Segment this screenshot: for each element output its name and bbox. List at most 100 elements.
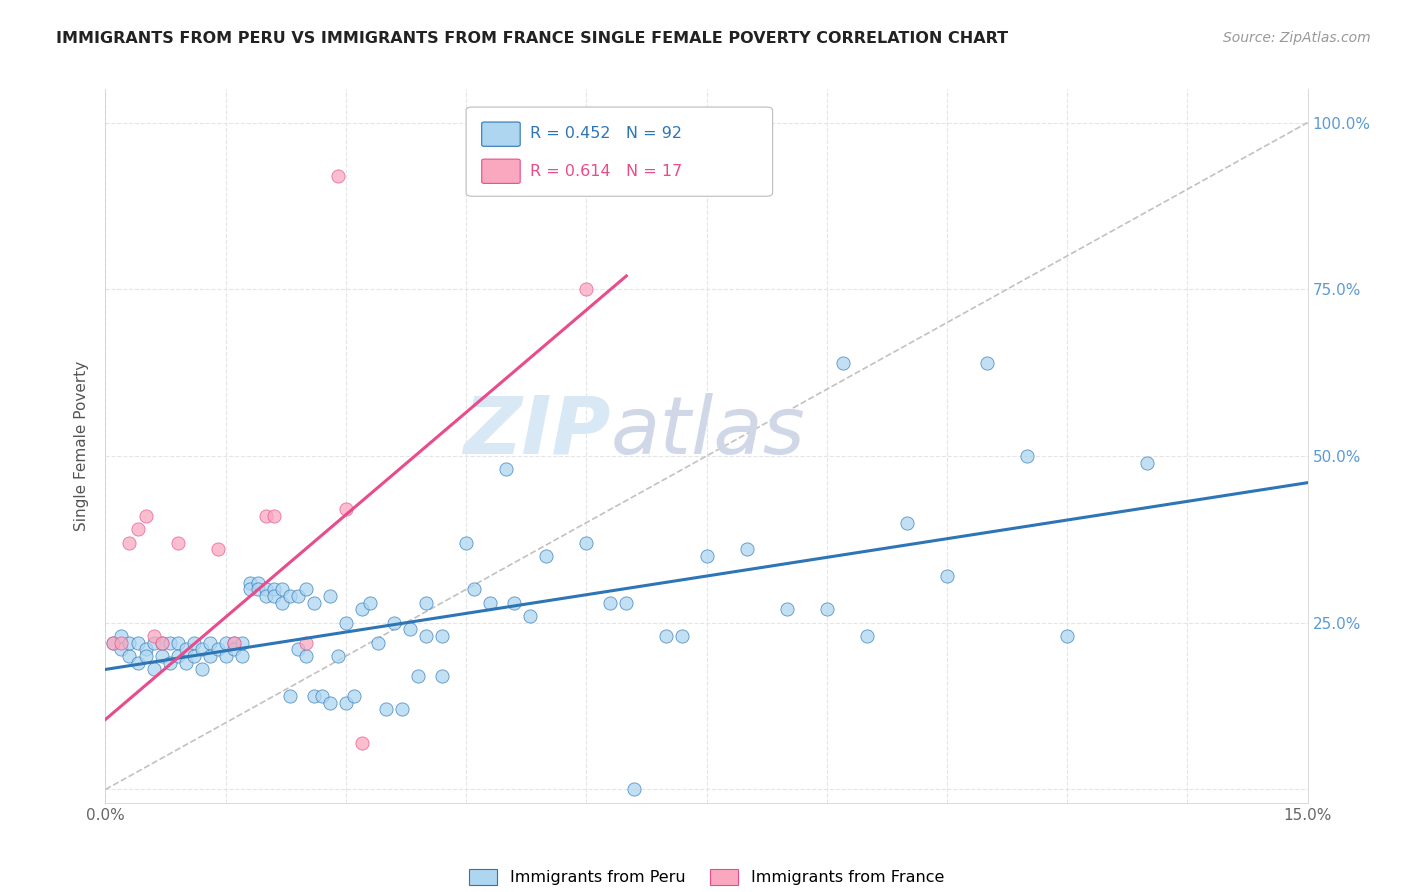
Point xyxy=(270,582,292,597)
Point xyxy=(855,629,877,643)
Point xyxy=(575,282,598,296)
Point xyxy=(263,589,285,603)
Point xyxy=(142,636,165,650)
Point xyxy=(976,356,998,370)
Point xyxy=(831,356,853,370)
Point xyxy=(1056,629,1078,643)
Point xyxy=(142,662,165,676)
Point xyxy=(463,582,485,597)
Point xyxy=(183,649,205,664)
Point xyxy=(183,636,205,650)
Point xyxy=(287,642,309,657)
Point xyxy=(159,656,181,670)
Point xyxy=(302,596,325,610)
Point xyxy=(896,516,918,530)
Point xyxy=(207,542,229,557)
Point xyxy=(311,689,333,703)
Text: atlas: atlas xyxy=(610,392,806,471)
Point xyxy=(127,656,149,670)
Point xyxy=(335,696,357,710)
Point xyxy=(350,736,373,750)
Point xyxy=(350,602,373,616)
Point xyxy=(302,689,325,703)
Point xyxy=(599,596,621,610)
Point xyxy=(198,636,221,650)
Point xyxy=(696,549,718,563)
Point xyxy=(326,649,349,664)
Point xyxy=(110,642,132,657)
Point xyxy=(254,589,277,603)
Point xyxy=(326,169,349,183)
Point xyxy=(103,636,125,650)
Point xyxy=(190,662,212,676)
FancyBboxPatch shape xyxy=(482,122,520,146)
Text: IMMIGRANTS FROM PERU VS IMMIGRANTS FROM FRANCE SINGLE FEMALE POVERTY CORRELATION: IMMIGRANTS FROM PERU VS IMMIGRANTS FROM … xyxy=(56,31,1008,46)
Point xyxy=(222,636,245,650)
Point xyxy=(335,502,357,516)
Point xyxy=(174,656,197,670)
Point xyxy=(278,589,301,603)
Point xyxy=(135,509,157,524)
Point xyxy=(142,629,165,643)
Text: ZIP: ZIP xyxy=(463,392,610,471)
Point xyxy=(118,636,141,650)
Point xyxy=(623,782,645,797)
Point xyxy=(270,596,292,610)
Point xyxy=(382,615,405,630)
Point xyxy=(110,636,132,650)
Point xyxy=(406,669,429,683)
Point xyxy=(278,689,301,703)
Point xyxy=(815,602,838,616)
Point xyxy=(254,582,277,597)
Point xyxy=(415,629,437,643)
Point xyxy=(319,696,342,710)
Point xyxy=(246,582,269,597)
Point xyxy=(415,596,437,610)
Point xyxy=(159,636,181,650)
Point xyxy=(430,629,453,643)
Point xyxy=(655,629,678,643)
Point xyxy=(127,522,149,536)
Point xyxy=(110,629,132,643)
Point xyxy=(519,609,541,624)
Point xyxy=(616,596,638,610)
FancyBboxPatch shape xyxy=(482,159,520,184)
Point xyxy=(1017,449,1039,463)
Point xyxy=(239,575,262,590)
Point xyxy=(454,535,477,549)
Point xyxy=(479,596,502,610)
Text: R = 0.614   N = 17: R = 0.614 N = 17 xyxy=(530,164,682,178)
Point xyxy=(1136,456,1159,470)
Point xyxy=(166,636,188,650)
Point xyxy=(150,636,173,650)
Point xyxy=(287,589,309,603)
Point xyxy=(671,629,693,643)
Point xyxy=(207,642,229,657)
Point xyxy=(246,575,269,590)
Point xyxy=(214,649,236,664)
Point xyxy=(295,636,318,650)
Point xyxy=(735,542,758,557)
Point xyxy=(391,702,413,716)
Legend: Immigrants from Peru, Immigrants from France: Immigrants from Peru, Immigrants from Fr… xyxy=(461,861,952,892)
Point xyxy=(135,642,157,657)
Point xyxy=(174,642,197,657)
Point xyxy=(399,623,422,637)
Point xyxy=(936,569,959,583)
Point xyxy=(430,669,453,683)
Point xyxy=(135,649,157,664)
Point xyxy=(239,582,262,597)
Point xyxy=(118,535,141,549)
Point xyxy=(231,649,253,664)
FancyBboxPatch shape xyxy=(465,107,773,196)
Point xyxy=(214,636,236,650)
Point xyxy=(190,642,212,657)
Point xyxy=(575,535,598,549)
Point xyxy=(343,689,366,703)
Point xyxy=(263,582,285,597)
Point xyxy=(367,636,389,650)
Point xyxy=(335,615,357,630)
Point xyxy=(103,636,125,650)
Text: R = 0.452   N = 92: R = 0.452 N = 92 xyxy=(530,126,682,141)
Point xyxy=(127,636,149,650)
